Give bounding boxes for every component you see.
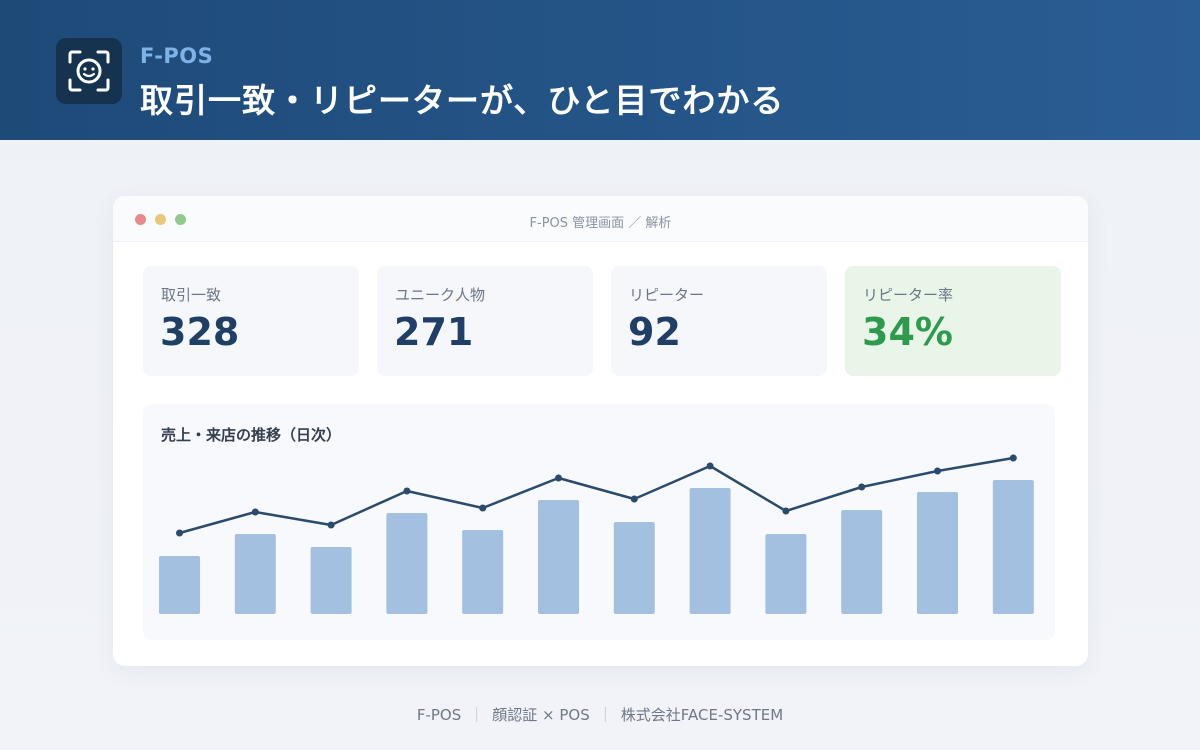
chart-bar <box>841 510 883 614</box>
chart-card: 売上・来店の推移（日次） <box>143 404 1055 640</box>
kpi-card-unique-persons: ユニーク人物 271 <box>377 266 593 376</box>
footer: F-POS ｜ 顔認証 × POS ｜ 株式会社FACE-SYSTEM <box>0 704 1200 725</box>
chart-point <box>1009 454 1017 462</box>
chart-bar <box>386 513 428 614</box>
footer-separator: ｜ <box>597 706 613 724</box>
chart-bar <box>538 500 579 614</box>
face-scan-icon <box>56 38 122 104</box>
kpi-value: 92 <box>628 310 681 354</box>
window-minimize-button[interactable] <box>155 214 166 225</box>
chart-bar <box>159 556 200 614</box>
chart-bar <box>310 547 352 614</box>
kpi-label: 取引一致 <box>161 286 222 304</box>
chart-point <box>555 474 562 482</box>
chart-point <box>630 495 638 503</box>
chart-point <box>934 467 941 475</box>
kpi-label: ユニーク人物 <box>395 286 486 304</box>
window-close-button[interactable] <box>135 214 146 225</box>
kpi-label: リピーター <box>629 286 705 304</box>
header-banner: F-POS 取引一致・リピーターが、ひと目でわかる <box>0 0 1200 140</box>
chart-point <box>706 462 714 470</box>
chart-bar <box>462 530 504 614</box>
chart-bar <box>917 492 958 614</box>
window-titlebar: F-POS 管理画面 ／ 解析 <box>113 196 1088 242</box>
kpi-card-repeat-rate: リピーター率 34% <box>845 266 1061 376</box>
chart-point <box>251 508 259 516</box>
kpi-card-transactions: 取引一致 328 <box>143 266 359 376</box>
chart-title: 売上・来店の推移（日次） <box>161 426 342 444</box>
chart-point <box>782 507 790 515</box>
chart-point <box>176 529 183 537</box>
chart-line <box>179 456 1014 535</box>
page-headline: 取引一致・リピーターが、ひと目でわかる <box>140 81 785 120</box>
sales-visits-chart <box>159 454 1034 614</box>
footer-separator: ｜ <box>469 706 485 724</box>
footer-tagline: 顔認証 × POS <box>492 706 590 724</box>
admin-window: F-POS 管理画面 ／ 解析 取引一致 328 ユニーク人物 271 リピータ… <box>113 196 1088 666</box>
window-title: F-POS 管理画面 ／ 解析 <box>529 216 672 231</box>
chart-point <box>403 487 411 495</box>
chart-bar <box>689 488 731 614</box>
chart-bar <box>992 480 1034 614</box>
kpi-value: 271 <box>394 310 474 354</box>
kpi-value: 34% <box>862 310 953 354</box>
window-maximize-button[interactable] <box>175 214 186 225</box>
footer-company: 株式会社FACE-SYSTEM <box>620 706 784 724</box>
chart-bar <box>613 522 655 614</box>
kpi-value: 328 <box>160 310 240 354</box>
chart-point <box>327 521 335 529</box>
kpi-card-repeaters: リピーター 92 <box>611 266 827 376</box>
chart-bar <box>765 534 807 614</box>
kpi-label: リピーター率 <box>863 286 954 304</box>
chart-point <box>479 504 487 512</box>
footer-brand: F-POS <box>416 706 462 724</box>
brand-name: F-POS <box>140 44 214 68</box>
chart-bar <box>234 534 276 614</box>
chart-point <box>858 483 866 491</box>
